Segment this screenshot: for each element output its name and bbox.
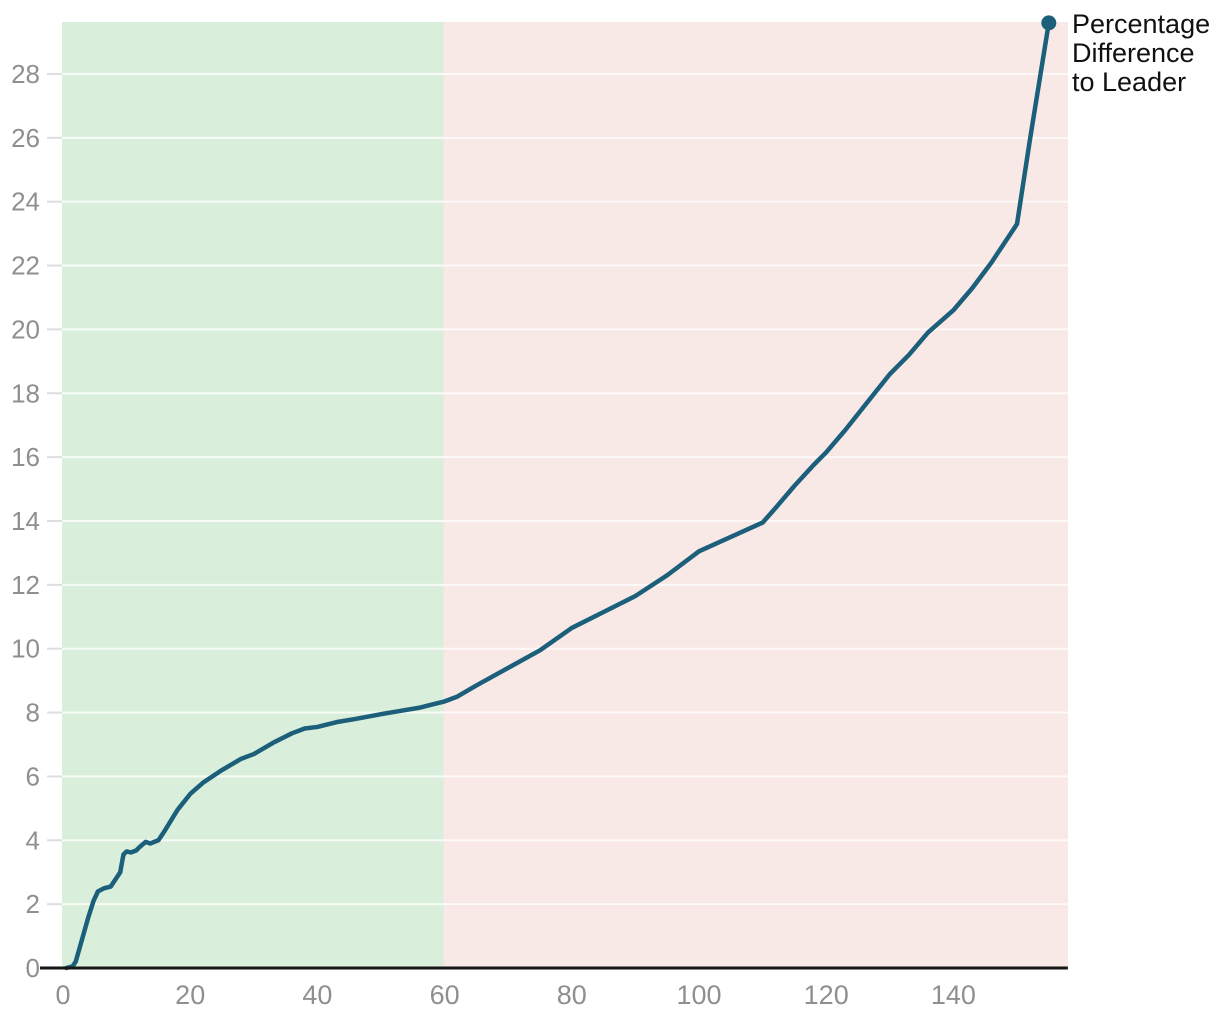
series-label-line: to Leader — [1072, 67, 1187, 97]
y-tick-label: 12 — [11, 570, 40, 600]
x-tick-label: 0 — [55, 980, 70, 1010]
y-tick-label: 10 — [11, 634, 40, 664]
y-tick-label: 8 — [26, 698, 40, 728]
y-tick-label: 28 — [11, 59, 40, 89]
series-label-line: Difference — [1072, 38, 1195, 68]
shaded-region-green-zone — [62, 22, 445, 968]
x-tick-label: 140 — [931, 980, 976, 1010]
end-point-marker — [1041, 15, 1057, 31]
data-line — [63, 20, 1052, 971]
y-tick-label: 2 — [26, 889, 40, 919]
x-tick-label: 40 — [302, 980, 332, 1010]
x-tick-label: 20 — [175, 980, 205, 1010]
y-tick-label: 6 — [26, 761, 40, 791]
series-label: Percentage Difference to Leader — [1072, 10, 1210, 97]
shaded-region-red-zone — [443, 22, 1068, 968]
x-tick-label: 80 — [557, 980, 587, 1010]
y-tick-label: 24 — [11, 187, 40, 217]
y-tick-label: 4 — [26, 825, 40, 855]
x-tick-label: 120 — [804, 980, 849, 1010]
y-tick-label: 14 — [11, 506, 40, 536]
y-tick-label: 26 — [11, 123, 40, 153]
x-tick-label: 100 — [676, 980, 721, 1010]
x-tick-label: 60 — [430, 980, 460, 1010]
y-tick-label: 22 — [11, 251, 40, 281]
y-tick-label: 16 — [11, 442, 40, 472]
y-tick-label: 18 — [11, 378, 40, 408]
series-label-line: Percentage — [1072, 9, 1211, 39]
y-tick-label: 20 — [11, 314, 40, 344]
y-tick-label: 0 — [26, 953, 40, 983]
